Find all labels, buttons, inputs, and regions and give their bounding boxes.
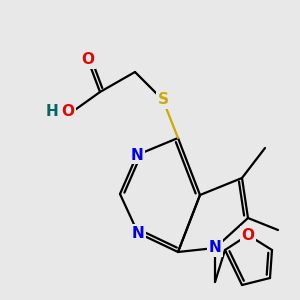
Text: O: O bbox=[61, 104, 74, 119]
Text: N: N bbox=[208, 241, 221, 256]
Text: H: H bbox=[45, 104, 58, 119]
Text: N: N bbox=[130, 148, 143, 163]
Text: S: S bbox=[158, 92, 169, 107]
Text: O: O bbox=[242, 227, 254, 242]
Text: N: N bbox=[132, 226, 144, 241]
Text: O: O bbox=[82, 52, 94, 68]
